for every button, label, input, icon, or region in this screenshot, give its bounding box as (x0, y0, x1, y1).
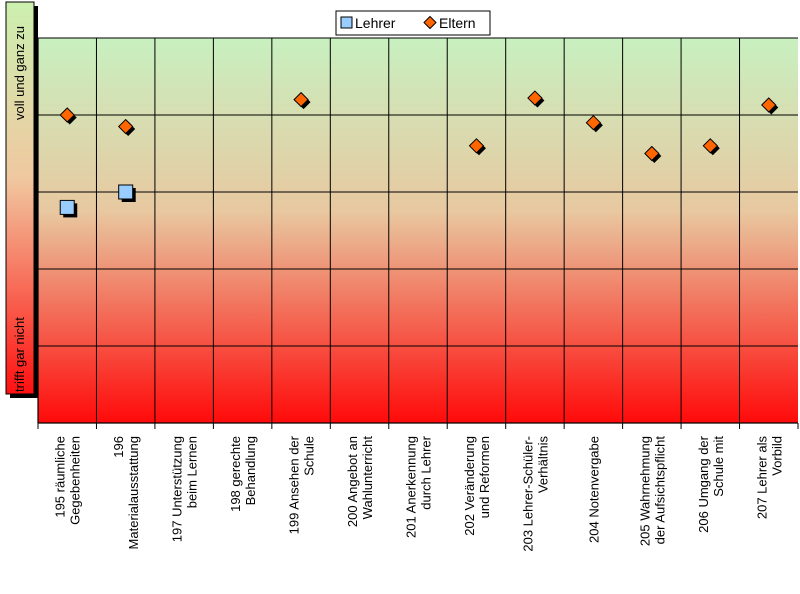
legend-marker-eltern (423, 15, 437, 30)
point-eltern-11 (702, 138, 719, 154)
point-lehrer-0 (59, 199, 75, 215)
scale-bar-fill (5, 1, 35, 395)
x-tick-label-line: 195 räumliche (53, 436, 68, 518)
x-tick-label-line: 204 Notenvergabe (586, 436, 601, 543)
x-tick-label-line: 207 Lehrer als (754, 436, 769, 520)
legend-marker-lehrer (340, 16, 353, 29)
x-tick-label-line: Behandlung (243, 436, 258, 505)
grid-lines (38, 37, 798, 424)
x-tick-label-line: 200 Angebot an (345, 436, 360, 527)
x-tick-labels: 195 räumliche Gegebenheiten 196 Materialaus… (53, 435, 785, 551)
scale-label-top: voll und ganz zu (12, 26, 27, 120)
x-tick-label-2: 197 Unterstützung beim Lernen (170, 436, 200, 542)
x-tick-label-0: 195 räumliche Gegebenheiten (53, 436, 83, 525)
point-eltern-4 (293, 91, 309, 108)
x-tick-label-12: 207 Lehrer als Vorbild (754, 436, 784, 520)
x-tick-label-line: Vorbild (769, 436, 784, 476)
x-tick-label-4: 199 Ansehen der Schule (287, 435, 317, 534)
x-tick-label-line: Verhältnis (535, 436, 550, 494)
x-tick-label-10: 205 Wahrnehmung der Aufsichtspflicht (637, 436, 667, 546)
scale-label-bottom: trifft gar nicht (12, 317, 27, 392)
x-tick-label-line: 197 Unterstützung (170, 436, 185, 542)
plot-area (38, 38, 798, 423)
x-tick-label-line: beim Lernen (185, 436, 200, 508)
point-eltern-0 (59, 107, 75, 123)
x-tick-label-line: durch Lehrer (419, 435, 434, 509)
x-tick-label-line: Wahlunterricht (360, 436, 375, 520)
point-eltern-10 (644, 145, 660, 162)
x-tick-label-line: Gegebenheiten (68, 436, 83, 525)
x-tick-label-line: 202 Veränderung (462, 436, 477, 536)
point-eltern-12 (761, 97, 777, 113)
x-tick-label-line: 206 Umgang der (696, 435, 711, 533)
x-tick-label-3: 198 gerechte Behandlung (228, 436, 258, 512)
data-points (59, 90, 779, 218)
x-tick-label-line: 205 Wahrnehmung (637, 436, 652, 546)
point-eltern-8 (527, 90, 543, 106)
x-tick-label-line: 203 Lehrer-Schüler- (520, 436, 535, 552)
point-eltern-7 (468, 138, 485, 154)
legend-label-eltern: Eltern (439, 15, 476, 31)
x-tick-label-line: Schule mit (711, 436, 726, 497)
x-tick-label-5: 200 Angebot an Wahlunterricht (345, 436, 375, 527)
x-tick-label-line: Materialausstattung (126, 436, 141, 549)
legend: Lehrer Eltern (335, 10, 491, 36)
x-tick-label-7: 202 Veränderung und Reformen (462, 436, 492, 536)
x-tick-label-8: 203 Lehrer-Schüler- Verhältnis (520, 436, 550, 552)
x-tick-label-line: und Reformen (477, 436, 492, 518)
point-eltern-1 (117, 118, 134, 135)
x-tick-label-line: Schule (302, 436, 317, 476)
x-tick-label-line: 199 Ansehen der (287, 435, 302, 534)
x-tick-label-line: 196 (111, 436, 126, 458)
x-tick-label-1: 196 Materialausstattung (111, 436, 141, 549)
legend-box (335, 10, 491, 36)
x-tick-label-line: der Aufsichtspflicht (652, 436, 667, 545)
point-eltern-9 (585, 114, 602, 131)
x-tick-label-9: 204 Notenvergabe (586, 436, 601, 543)
x-tick-label-6: 201 Anerkennung durch Lehrer (404, 435, 434, 538)
x-tick-label-line: 198 gerechte (228, 436, 243, 512)
x-tick-label-line: 201 Anerkennung (404, 436, 419, 538)
legend-label-lehrer: Lehrer (355, 15, 396, 31)
x-tick-label-11: 206 Umgang der Schule mit (696, 435, 726, 533)
scale-bar: voll und ganz zu trifft gar nicht (5, 1, 38, 398)
point-lehrer-1 (118, 184, 134, 200)
